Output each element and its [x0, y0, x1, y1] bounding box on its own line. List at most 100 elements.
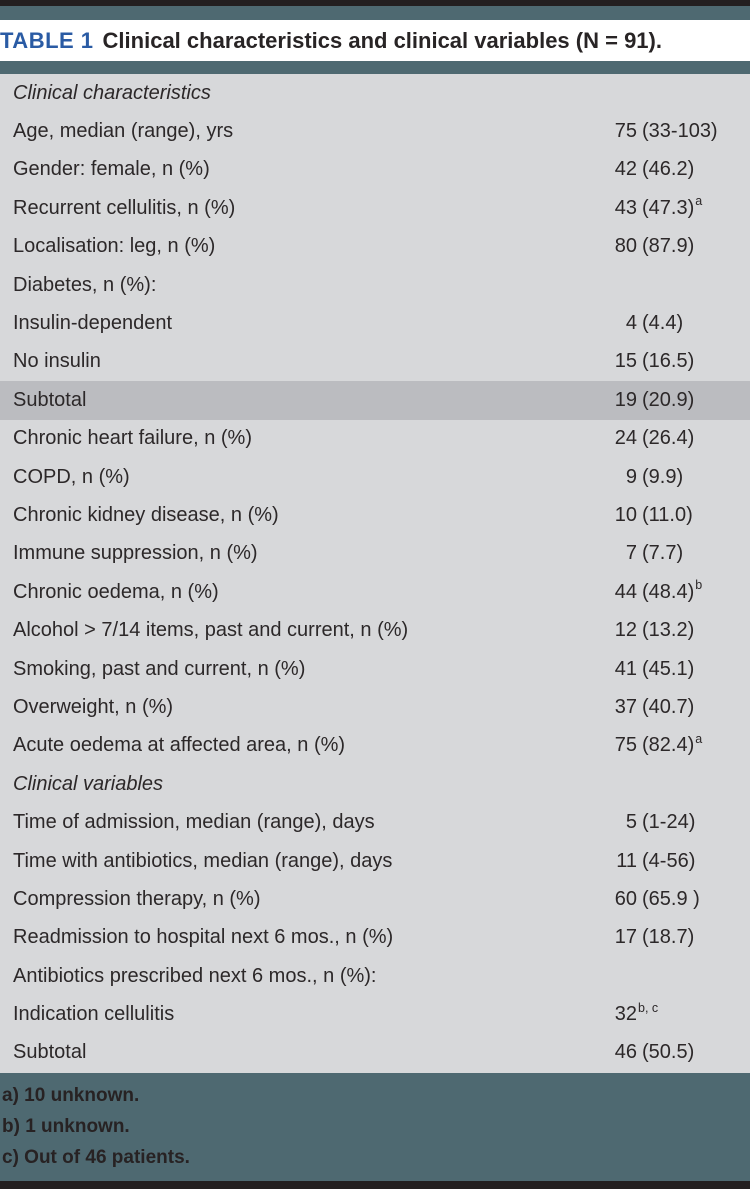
bottom-border-bar [0, 1181, 750, 1189]
row-label: Age, median (range), yrs [13, 120, 234, 143]
row-value: 32 b, c [585, 995, 658, 1033]
row-value-percent: (26.4) [642, 427, 695, 450]
row-value: 75 (82.4) a [585, 727, 702, 765]
row-value-percent: (87.9) [642, 235, 695, 258]
row-value-count: 24 [614, 427, 637, 450]
row-value-count: 5 [625, 811, 637, 834]
row-value-percent: (45.1) [642, 657, 695, 680]
table-row: Age, median (range), yrs 75 (33-103) [0, 112, 750, 150]
row-label: Time of admission, median (range), days [13, 811, 375, 834]
row-value-count: 10 [614, 503, 637, 526]
row-label: Antibiotics prescribed next 6 mos., n (%… [13, 964, 377, 987]
row-value: 60 (65.9 ) [585, 880, 700, 918]
row-value-percent: (20.9) [642, 388, 695, 411]
row-label: Subtotal [13, 1041, 87, 1064]
row-value-percent: (40.7) [642, 695, 695, 718]
row-value-count: 42 [614, 158, 637, 181]
row-value-count: 60 [614, 887, 637, 910]
row-label: Time with antibiotics, median (range), d… [13, 849, 393, 872]
row-value: 12 (13.2) [585, 611, 695, 649]
row-label: Smoking, past and current, n (%) [13, 657, 306, 680]
row-value-count: 32 [614, 1003, 637, 1026]
row-label: Readmission to hospital next 6 mos., n (… [13, 926, 394, 949]
row-value: 4 (4.4) [585, 304, 683, 342]
row-value-count: 9 [625, 465, 637, 488]
table-row: Chronic oedema, n (%) 44 (48.4) b [0, 573, 750, 611]
row-label: Chronic oedema, n (%) [13, 580, 219, 603]
row-value-count: 12 [614, 619, 637, 642]
row-label: Clinical characteristics [13, 81, 211, 104]
row-label: Overweight, n (%) [13, 695, 174, 718]
row-value-percent: (18.7) [642, 926, 695, 949]
row-value-count: 75 [614, 734, 637, 757]
table-row: Overweight, n (%) 37 (40.7) [0, 688, 750, 726]
table-row: Recurrent cellulitis, n (%) 43 (47.3) a [0, 189, 750, 227]
row-value-count: 11 [616, 849, 637, 872]
table-row: Indication cellulitis 32 b, c [0, 995, 750, 1033]
table-row: No insulin 15 (16.5) [0, 343, 750, 381]
row-value-count: 15 [614, 350, 637, 373]
row-value-percent: (65.9 ) [642, 887, 700, 910]
table-row: Readmission to hospital next 6 mos., n (… [0, 919, 750, 957]
top-border-bar [0, 0, 750, 6]
row-value: 10 (11.0) [585, 496, 693, 534]
table-body: Clinical characteristics Age, median (ra… [0, 74, 750, 1073]
table-row: Chronic kidney disease, n (%) 10 (11.0) [0, 496, 750, 534]
footnotes-block: a) 10 unknown. b) 1 unknown. c) Out of 4… [0, 1073, 742, 1181]
row-footnote-marker: b [695, 578, 703, 593]
row-label: Gender: female, n (%) [13, 158, 210, 181]
table-row: Alcohol > 7/14 items, past and current, … [0, 611, 750, 649]
row-value-percent: (1-24) [642, 811, 696, 834]
table-row: Subtotal 46 (50.5) [0, 1034, 750, 1072]
row-label: Chronic heart failure, n (%) [13, 427, 252, 450]
footnote-b: b) 1 unknown. [2, 1116, 130, 1137]
table-row: Diabetes, n (%): [0, 266, 750, 304]
row-value: 80 (87.9) [585, 228, 695, 266]
row-label: Clinical variables [13, 772, 164, 795]
row-value: 15 (16.5) [585, 343, 695, 381]
table-row: Smoking, past and current, n (%) 41 (45.… [0, 650, 750, 688]
row-value: 42 (46.2) [585, 151, 695, 189]
row-value-count: 41 [614, 657, 637, 680]
row-value: 7 (7.7) [585, 535, 683, 573]
row-value-count: 75 [614, 120, 637, 143]
row-value: 24 (26.4) [585, 420, 695, 458]
table-row: Gender: female, n (%) 42 (46.2) [0, 151, 750, 189]
row-value: 11 (4-56) [585, 842, 695, 880]
table-row: Compression therapy, n (%) 60 (65.9 ) [0, 880, 750, 918]
row-value-percent: (4.4) [642, 312, 684, 335]
table-row: Insulin-dependent 4 (4.4) [0, 304, 750, 342]
row-label: Immune suppression, n (%) [13, 542, 258, 565]
row-label: Insulin-dependent [13, 312, 173, 335]
table-row: Chronic heart failure, n (%) 24 (26.4) [0, 420, 750, 458]
row-value: 17 (18.7) [585, 919, 695, 957]
row-value-count: 43 [614, 196, 637, 219]
row-value: 44 (48.4) b [585, 573, 702, 611]
row-label: Recurrent cellulitis, n (%) [13, 196, 236, 219]
row-label: Compression therapy, n (%) [13, 887, 261, 910]
table-row: Clinical variables [0, 765, 750, 803]
row-value: 19 (20.9) [585, 381, 695, 419]
row-value-count: 7 [625, 542, 637, 565]
table-row: Clinical characteristics [0, 74, 750, 112]
row-value-count: 4 [625, 312, 637, 335]
row-value-count: 46 [614, 1041, 637, 1064]
row-label: No insulin [13, 350, 101, 373]
row-value-count: 19 [614, 388, 637, 411]
row-value: 41 (45.1) [585, 650, 695, 688]
row-value-count: 37 [614, 695, 637, 718]
table-row: Subtotal 19 (20.9) [0, 381, 750, 420]
row-value: 43 (47.3) a [585, 189, 702, 227]
row-value-percent: (16.5) [642, 350, 695, 373]
table-row: COPD, n (%) 9 (9.9) [0, 458, 750, 496]
row-label: COPD, n (%) [13, 465, 130, 488]
row-label: Localisation: leg, n (%) [13, 235, 216, 258]
row-value: 75 (33-103) [585, 112, 718, 150]
row-value-percent: (50.5) [642, 1041, 695, 1064]
row-label: Indication cellulitis [13, 1003, 175, 1026]
row-value: 9 (9.9) [585, 458, 683, 496]
row-value-percent: (11.0) [642, 503, 693, 526]
footnote-a: a) 10 unknown. [2, 1085, 140, 1106]
row-label: Acute oedema at affected area, n (%) [13, 734, 346, 757]
row-value-percent: (82.4) [642, 734, 695, 757]
